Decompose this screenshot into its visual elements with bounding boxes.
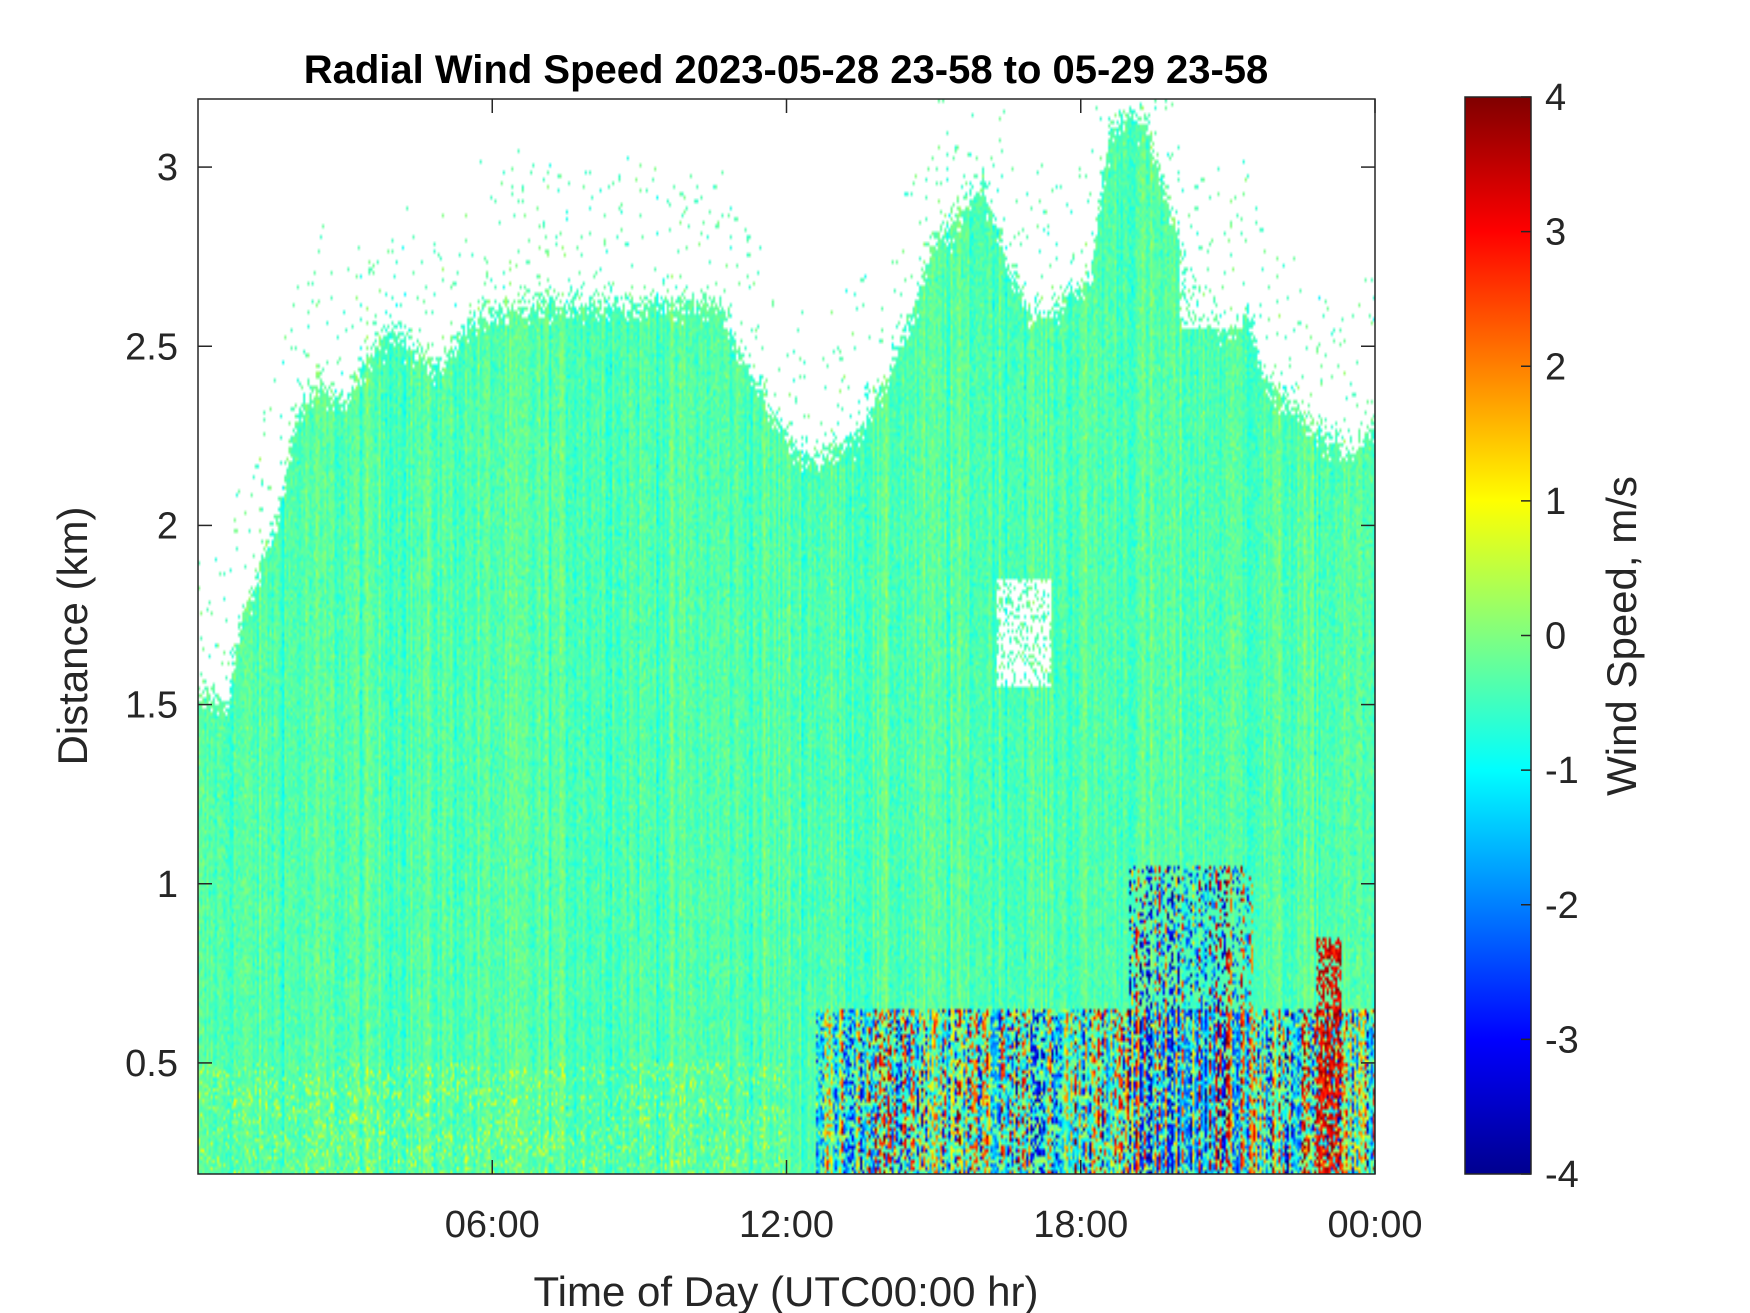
colorbar-tick-label: 4	[1545, 77, 1566, 119]
heatmap-raster	[198, 99, 1375, 1174]
colorbar-tick-label: -3	[1545, 1019, 1579, 1061]
x-tick-label: 18:00	[1033, 1204, 1128, 1246]
x-axis: 06:00 12:00 18:00 00:00	[445, 99, 1423, 1246]
colorbar-tick-label: 2	[1545, 346, 1566, 388]
colorbar-tick-label: 1	[1545, 481, 1566, 523]
x-tick-label: 00:00	[1327, 1204, 1422, 1246]
x-tick-label: 06:00	[445, 1204, 540, 1246]
colorbar-axis: 4 3 2 1 0 -1 -2 -3 -4	[1521, 77, 1579, 1196]
y-tick-label: 2	[157, 505, 178, 547]
y-axis-label: Distance (km)	[49, 506, 96, 765]
heatmap-image	[198, 99, 1375, 1174]
chart-title: Radial Wind Speed 2023-05-28 23-58 to 05…	[304, 48, 1269, 92]
x-tick-label: 12:00	[739, 1204, 834, 1246]
y-tick-label: 3	[157, 147, 178, 189]
y-tick-label: 0.5	[125, 1043, 178, 1085]
colorbar-tick-label: -1	[1545, 750, 1579, 792]
colorbar-tick-label: 0	[1545, 616, 1566, 658]
y-tick-label: 1.5	[125, 685, 178, 727]
y-tick-label: 2.5	[125, 326, 178, 368]
colorbar-tick-label: -4	[1545, 1154, 1579, 1196]
y-tick-label: 1	[157, 864, 178, 906]
colorbar-tick-label: 3	[1545, 212, 1566, 254]
colorbar-label: Wind Speed, m/s	[1598, 476, 1645, 796]
y-axis: 0.5 1 1.5 2 2.5 3	[125, 147, 1375, 1085]
colorbar-tick-label: -2	[1545, 885, 1579, 927]
colorbar	[1464, 96, 1532, 1175]
x-axis-label: Time of Day (UTC00:00 hr)	[534, 1268, 1039, 1313]
